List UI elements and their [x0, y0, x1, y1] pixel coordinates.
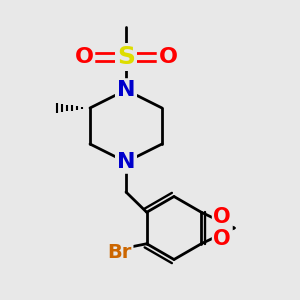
Text: N: N — [117, 152, 135, 172]
Text: O: O — [74, 47, 94, 67]
Text: O: O — [214, 207, 231, 227]
Text: S: S — [117, 45, 135, 69]
Text: Br: Br — [107, 243, 132, 262]
Text: N: N — [117, 80, 135, 100]
Text: O: O — [158, 47, 178, 67]
Text: O: O — [214, 229, 231, 249]
